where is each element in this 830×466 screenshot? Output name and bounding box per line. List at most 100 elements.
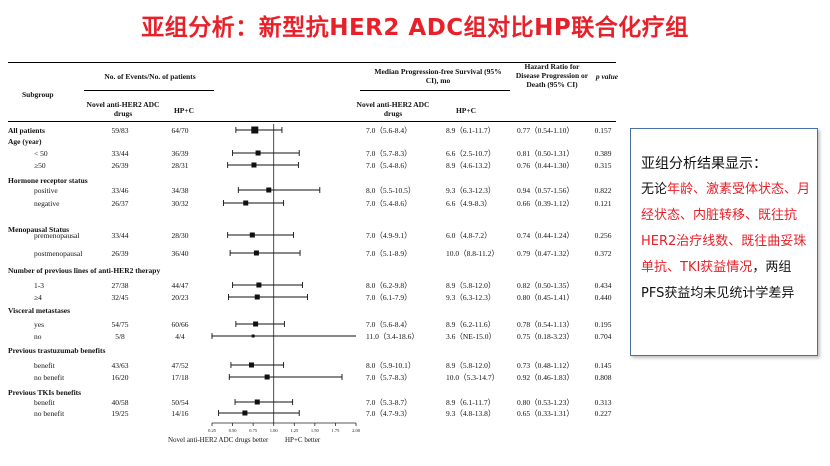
mpfs-hpc-cell: 8.9（6.2-11.6） bbox=[446, 320, 496, 329]
events-hpc-cell: 34/38 bbox=[171, 186, 189, 195]
mpfs-hpc-cell: 9.3（4.8-13.8） bbox=[446, 409, 496, 418]
hazard-ratio-cell: 0.66（0.39-1.12） bbox=[517, 199, 574, 208]
x-tick-label: 1.75 bbox=[331, 428, 340, 433]
mpfs-hpc-cell: 9.3（6.3-12.3） bbox=[446, 293, 496, 302]
events-hpc-cell: 14/16 bbox=[171, 409, 189, 418]
subgroup-label: benefit bbox=[34, 361, 55, 370]
events-adc-cell: 19/25 bbox=[111, 409, 129, 418]
hr-point bbox=[264, 374, 270, 380]
hr-point bbox=[256, 282, 262, 288]
section-heading: Hormone receptor status bbox=[8, 176, 88, 185]
x-tick-label: 2.00 bbox=[352, 428, 361, 433]
mpfs-adc-cell: 7.0（5.6-8.4） bbox=[366, 320, 412, 329]
events-hpc-cell: 17/18 bbox=[171, 373, 189, 382]
header-mpfs-hpc: HP+C bbox=[455, 106, 477, 115]
mpfs-hpc-cell: 6.6（2.5-10.7） bbox=[446, 149, 496, 158]
header-mpfs: Median Progression-free Survival (95% CI… bbox=[374, 67, 502, 85]
section-heading: Visceral metastases bbox=[8, 306, 70, 315]
mpfs-hpc-cell: 8.9（6.1-11.7） bbox=[446, 398, 496, 407]
x-tick-label: 1.00 bbox=[270, 428, 279, 433]
events-adc-cell: 26/39 bbox=[111, 161, 129, 170]
events-hpc-cell: 36/39 bbox=[171, 149, 189, 158]
section-heading: Menopausal Status bbox=[8, 225, 70, 234]
header-p-value: p value bbox=[595, 72, 619, 81]
events-adc-cell: 59/83 bbox=[111, 126, 129, 135]
subgroup-label: positive bbox=[34, 186, 58, 195]
header-events: No. of Events/No. of patients bbox=[104, 72, 196, 81]
hazard-ratio-cell: 0.79（0.47-1.32） bbox=[517, 249, 574, 258]
events-underline bbox=[84, 90, 214, 91]
right-favours-label: HP+C better bbox=[285, 436, 321, 444]
mpfs-adc-cell: 11.0（3.4-18.6） bbox=[366, 332, 419, 341]
x-tick-label: 0.50 bbox=[229, 428, 238, 433]
subgroup-label: yes bbox=[34, 320, 44, 329]
mpfs-adc-cell: 7.0（5.4-8.6） bbox=[366, 199, 412, 208]
table-header-rule bbox=[8, 121, 616, 122]
p-value-cell: 0.313 bbox=[594, 398, 612, 407]
subgroup-label: no benefit bbox=[34, 373, 65, 382]
summary-panel: 亚组分析结果显示： 无论年龄、激素受体状态、月经状态、内脏转移、既往抗HER2治… bbox=[630, 128, 818, 356]
events-adc-cell: 32/45 bbox=[111, 293, 129, 302]
mpfs-underline bbox=[360, 90, 510, 91]
hr-point bbox=[253, 250, 259, 256]
p-value-cell: 0.227 bbox=[594, 409, 612, 418]
hr-point bbox=[254, 294, 260, 300]
p-value-cell: 0.195 bbox=[594, 320, 612, 329]
hazard-ratio-cell: 0.65（0.33-1.31） bbox=[517, 409, 574, 418]
hazard-ratio-cell: 0.76（0.44-1.30） bbox=[517, 161, 574, 170]
events-hpc-cell: 64/70 bbox=[171, 126, 189, 135]
events-hpc-cell: 44/47 bbox=[171, 281, 189, 290]
header-events-hpc: HP+C bbox=[173, 106, 195, 115]
mpfs-adc-cell: 7.0（5.6-8.4） bbox=[366, 126, 412, 135]
hr-point bbox=[251, 334, 255, 338]
p-value-cell: 0.121 bbox=[594, 199, 612, 208]
section-heading: All patients bbox=[8, 126, 45, 135]
section-heading: Age (year) bbox=[8, 137, 42, 146]
hr-point bbox=[266, 187, 272, 193]
events-hpc-cell: 47/52 bbox=[171, 361, 189, 370]
mpfs-adc-cell: 7.0（4.7-9.3） bbox=[366, 409, 412, 418]
mpfs-adc-cell: 8.0（6.2-9.8） bbox=[366, 281, 412, 290]
events-adc-cell: 33/44 bbox=[111, 231, 129, 240]
mpfs-adc-cell: 7.0（5.7-8.3） bbox=[366, 373, 412, 382]
subgroup-label: premenopausal bbox=[34, 231, 80, 240]
section-heading: Previous trastuzumab benefits bbox=[8, 346, 106, 355]
p-value-cell: 0.434 bbox=[594, 281, 612, 290]
hazard-ratio-cell: 0.92（0.46-1.83） bbox=[517, 373, 574, 382]
mpfs-hpc-cell: 6.6（4.9-8.3） bbox=[446, 199, 492, 208]
mpfs-adc-cell: 7.0（5.3-8.7） bbox=[366, 398, 412, 407]
p-value-cell: 0.157 bbox=[594, 126, 612, 135]
header-events-adc: Novel anti-HER2 ADC drugs bbox=[86, 100, 160, 118]
events-adc-cell: 16/20 bbox=[111, 373, 129, 382]
subgroup-label: negative bbox=[34, 199, 60, 208]
mpfs-hpc-cell: 8.9（5.8-12.0） bbox=[446, 281, 496, 290]
p-value-cell: 0.389 bbox=[594, 149, 612, 158]
hazard-ratio-cell: 0.80（0.45-1.41） bbox=[517, 293, 574, 302]
subgroup-label: ≥50 bbox=[34, 161, 46, 170]
x-tick-label: 1.50 bbox=[311, 428, 320, 433]
header-mpfs-adc: Novel anti-HER2 ADC drugs bbox=[356, 100, 430, 118]
mpfs-hpc-cell: 10.0（5.3-14.7） bbox=[446, 373, 500, 382]
hr-point bbox=[243, 200, 249, 206]
events-hpc-cell: 36/40 bbox=[171, 249, 189, 258]
hazard-ratio-cell: 0.75（0.18-3.23） bbox=[517, 332, 574, 341]
events-hpc-cell: 60/66 bbox=[171, 320, 189, 329]
slide-title: 亚组分析：新型抗HER2 ADC组对比HP联合化疗组 bbox=[141, 15, 689, 41]
hr-point bbox=[251, 162, 257, 168]
events-adc-cell: 33/46 bbox=[111, 186, 129, 195]
mpfs-hpc-cell: 6.0（4.8-7.2） bbox=[446, 231, 492, 240]
mpfs-hpc-cell: 3.6（NE-15.0） bbox=[446, 332, 496, 341]
p-value-cell: 0.440 bbox=[594, 293, 612, 302]
subgroup-label: benefit bbox=[34, 398, 55, 407]
p-value-cell: 0.145 bbox=[594, 361, 612, 370]
hazard-ratio-cell: 0.80（0.53-1.23） bbox=[517, 398, 574, 407]
hazard-ratio-cell: 0.81（0.50-1.31） bbox=[517, 149, 574, 158]
subgroup-label: no benefit bbox=[34, 409, 65, 418]
summary-lead: 无论 bbox=[641, 182, 668, 197]
hazard-ratio-cell: 0.78（0.54-1.13） bbox=[517, 320, 574, 329]
mpfs-adc-cell: 8.0（5.5-10.5） bbox=[366, 186, 416, 195]
subgroup-label: 1-3 bbox=[34, 281, 44, 290]
summary-heading: 亚组分析结果显示： bbox=[641, 156, 767, 172]
x-tick-label: 1.25 bbox=[290, 428, 299, 433]
